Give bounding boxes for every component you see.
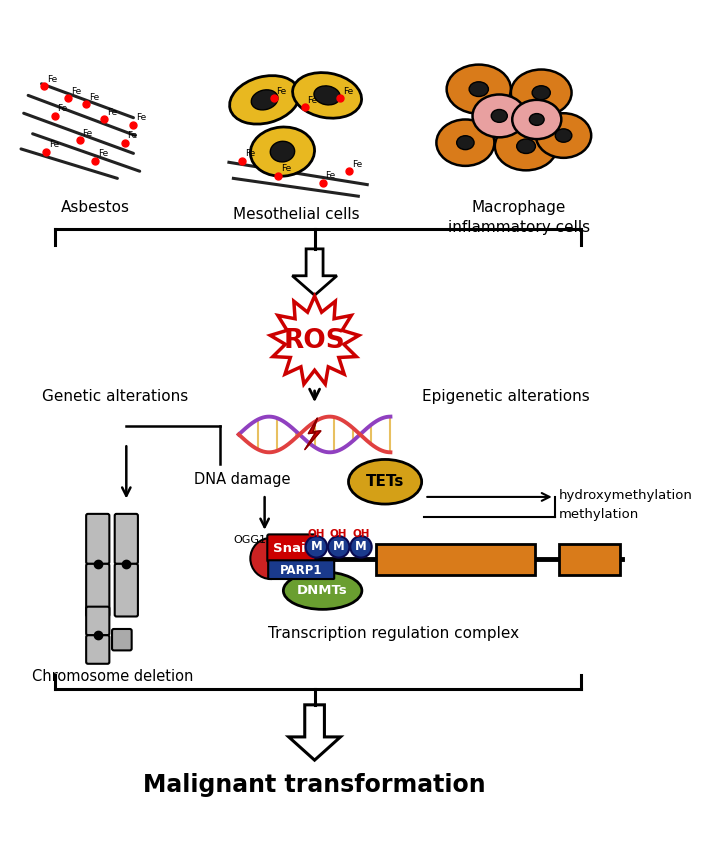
Polygon shape	[289, 705, 340, 760]
FancyBboxPatch shape	[376, 544, 535, 575]
Text: Fe: Fe	[89, 93, 99, 101]
Text: PARP1: PARP1	[280, 563, 322, 576]
Text: methylation: methylation	[559, 508, 640, 521]
Text: Fe: Fe	[276, 87, 286, 95]
Text: Fe: Fe	[107, 108, 117, 117]
Ellipse shape	[437, 120, 494, 166]
Text: DNA damage: DNA damage	[194, 471, 291, 487]
Ellipse shape	[314, 86, 340, 105]
FancyBboxPatch shape	[112, 629, 132, 650]
Ellipse shape	[251, 89, 278, 110]
Ellipse shape	[511, 70, 571, 116]
Ellipse shape	[251, 127, 314, 176]
Ellipse shape	[293, 72, 362, 118]
Text: Snail: Snail	[273, 542, 310, 556]
Text: M: M	[333, 540, 345, 553]
Text: Fe: Fe	[98, 149, 108, 158]
Ellipse shape	[270, 141, 295, 162]
Text: Fe: Fe	[281, 164, 291, 173]
FancyBboxPatch shape	[114, 514, 138, 564]
Ellipse shape	[512, 100, 562, 139]
Polygon shape	[270, 296, 359, 384]
Ellipse shape	[472, 95, 526, 138]
Ellipse shape	[446, 64, 511, 114]
FancyBboxPatch shape	[268, 560, 334, 579]
Text: Fe: Fe	[83, 128, 93, 138]
Text: Chromosome deletion: Chromosome deletion	[32, 669, 194, 685]
Text: Fe: Fe	[307, 95, 318, 105]
Text: Fe: Fe	[48, 140, 59, 149]
Ellipse shape	[469, 82, 489, 96]
Text: OH: OH	[352, 529, 370, 538]
Text: Fe: Fe	[71, 87, 81, 95]
Ellipse shape	[457, 136, 474, 150]
Polygon shape	[292, 249, 337, 295]
Text: Epigenetic alterations: Epigenetic alterations	[422, 390, 590, 404]
FancyBboxPatch shape	[86, 606, 110, 636]
Text: Fe: Fe	[245, 149, 256, 158]
Ellipse shape	[536, 114, 591, 158]
Ellipse shape	[517, 139, 536, 153]
FancyBboxPatch shape	[86, 564, 110, 617]
Wedge shape	[251, 538, 271, 579]
Circle shape	[328, 536, 350, 557]
Text: M: M	[355, 540, 367, 553]
Text: Fe: Fe	[58, 104, 68, 114]
Text: Mesothelial cells: Mesothelial cells	[232, 207, 359, 222]
Text: Macrophage
inflammatory cells: Macrophage inflammatory cells	[448, 200, 590, 235]
Text: DNMTs: DNMTs	[297, 584, 348, 597]
Ellipse shape	[532, 86, 550, 100]
Text: Transcription regulation complex: Transcription regulation complex	[268, 626, 519, 641]
Text: M: M	[310, 540, 322, 553]
FancyBboxPatch shape	[114, 564, 138, 617]
Polygon shape	[305, 419, 321, 450]
Text: Fe: Fe	[127, 132, 138, 140]
Text: Fe: Fe	[343, 87, 353, 95]
Ellipse shape	[348, 459, 422, 504]
Text: Fe: Fe	[47, 75, 57, 84]
FancyBboxPatch shape	[86, 514, 110, 564]
FancyBboxPatch shape	[86, 636, 110, 664]
Text: OGG1: OGG1	[233, 535, 266, 544]
Text: Fe: Fe	[136, 114, 147, 122]
Ellipse shape	[529, 114, 544, 126]
Text: OH: OH	[307, 529, 325, 538]
Text: OH: OH	[330, 529, 347, 538]
Text: Malignant transformation: Malignant transformation	[143, 773, 486, 797]
FancyBboxPatch shape	[267, 534, 315, 562]
Ellipse shape	[230, 76, 300, 124]
Text: TETs: TETs	[366, 474, 404, 489]
Text: Asbestos: Asbestos	[60, 200, 130, 215]
Circle shape	[350, 536, 371, 557]
Ellipse shape	[491, 109, 508, 122]
Ellipse shape	[284, 572, 362, 610]
Ellipse shape	[555, 129, 572, 142]
Text: Fe: Fe	[352, 160, 362, 169]
Text: ROS: ROS	[284, 328, 345, 353]
Text: Genetic alterations: Genetic alterations	[43, 390, 189, 404]
FancyBboxPatch shape	[559, 544, 620, 575]
Text: Fe: Fe	[325, 171, 336, 181]
Circle shape	[305, 536, 327, 557]
Ellipse shape	[495, 122, 557, 170]
Text: hydroxymethylation: hydroxymethylation	[559, 488, 693, 501]
